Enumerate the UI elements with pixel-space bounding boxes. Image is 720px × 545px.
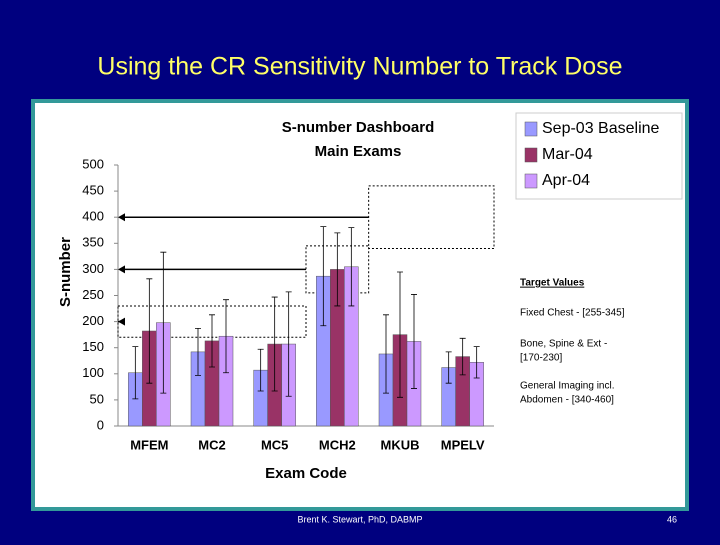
- error-bar: [160, 251, 167, 394]
- x-tick-label: MPELV: [441, 437, 485, 452]
- legend-swatch: [524, 121, 538, 137]
- error-bar: [285, 291, 292, 397]
- y-axis-label: S-number: [57, 237, 74, 307]
- y-tick-label: 450: [82, 183, 104, 198]
- y-tick-label: 250: [82, 287, 104, 302]
- legend-label: Sep-03 Baseline: [542, 120, 660, 137]
- target-text: General Imaging incl.: [520, 381, 615, 392]
- footer: Brent K. Stewart, PhD, DABMP: [297, 514, 422, 524]
- y-tick-label: 200: [82, 313, 104, 328]
- error-bar: [411, 294, 417, 389]
- error-bar: [473, 346, 480, 379]
- error-bar: [334, 232, 341, 307]
- target-text: Fixed Chest - [255-345]: [520, 308, 625, 319]
- legend-swatch: [524, 173, 538, 189]
- error-bar: [320, 226, 327, 327]
- y-tick-label: 50: [90, 391, 104, 406]
- error-bar: [397, 271, 403, 398]
- error-bar: [146, 278, 153, 384]
- x-tick-label: MCH2: [319, 437, 356, 452]
- error-bar: [383, 314, 389, 394]
- legend-label: Apr-04: [542, 172, 590, 189]
- x-tick-label: MKUB: [381, 437, 420, 452]
- target-text: [170-230]: [520, 353, 562, 364]
- y-tick-label: 0: [97, 417, 104, 432]
- legend-label: Mar-04: [542, 146, 593, 163]
- legend-box: [515, 112, 683, 200]
- y-tick-label: 350: [82, 235, 104, 250]
- x-tick-label: MC2: [198, 437, 225, 452]
- error-bar: [459, 337, 466, 376]
- error-bar: [223, 299, 229, 374]
- chart-title: Main Exams: [315, 143, 402, 160]
- slide-title: Using the CR Sensitivity Number to Track…: [97, 53, 622, 81]
- target-heading: Target Values: [520, 278, 585, 289]
- x-tick-label: MFEM: [130, 437, 168, 452]
- y-tick-label: 400: [82, 209, 104, 224]
- error-bar: [445, 351, 452, 384]
- error-bar: [257, 348, 264, 392]
- legend-swatch: [524, 147, 538, 163]
- arrow-head: [118, 213, 125, 222]
- error-bar: [271, 296, 278, 392]
- y-tick-label: 150: [82, 339, 104, 354]
- arrow-head: [118, 265, 125, 274]
- x-tick-label: MC5: [261, 437, 288, 452]
- x-axis-label: Exam Code: [265, 465, 347, 482]
- y-tick-label: 500: [82, 156, 104, 171]
- chart-title: S-number Dashboard: [282, 119, 435, 136]
- error-bar: [209, 314, 215, 368]
- error-bar: [132, 346, 139, 400]
- error-bar: [195, 327, 201, 376]
- page-number: 46: [667, 514, 677, 524]
- arrow-head: [118, 317, 125, 326]
- y-tick-label: 100: [82, 365, 104, 380]
- y-tick-label: 300: [82, 261, 104, 276]
- error-bar: [348, 227, 355, 307]
- target-text: Abdomen - [340-460]: [520, 395, 614, 406]
- target-text: Bone, Spine & Ext -: [520, 339, 607, 350]
